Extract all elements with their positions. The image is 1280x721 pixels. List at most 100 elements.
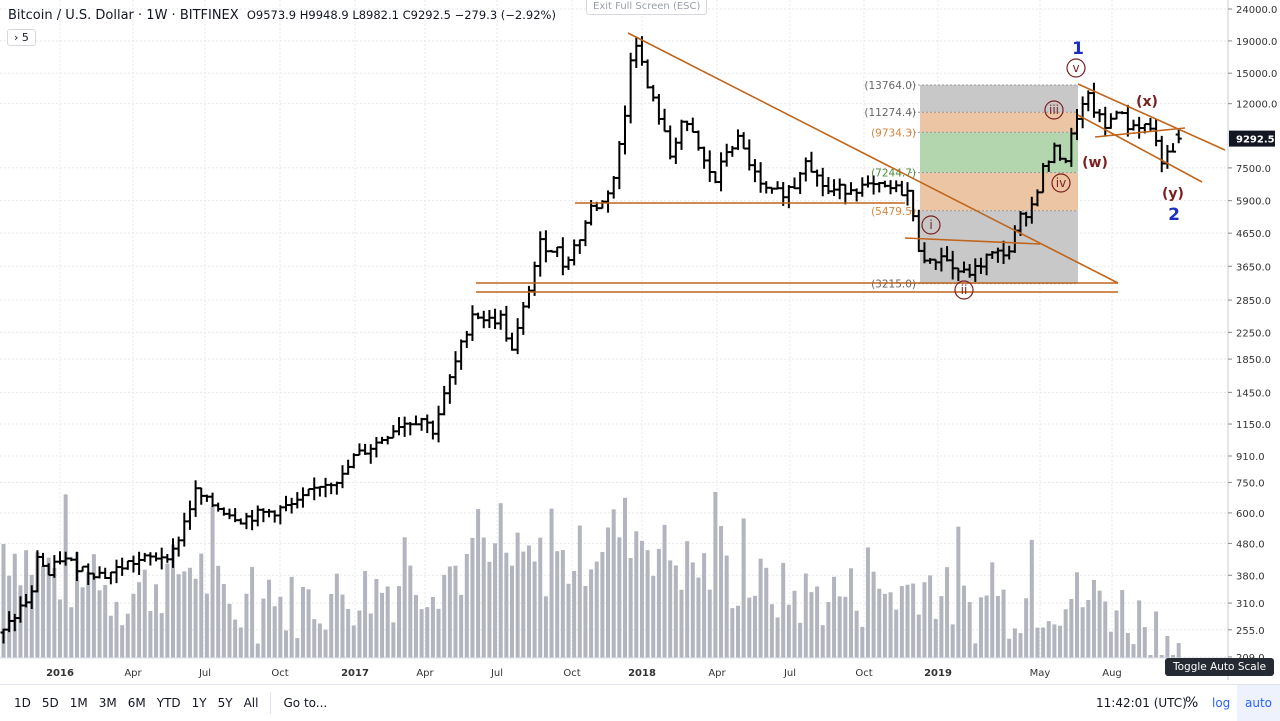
volume-bar [526,545,531,658]
volume-bar [233,619,238,658]
clock[interactable]: 11:42:01 (UTC) [1096,695,1187,710]
volume-bar [538,537,543,658]
log-scale-button[interactable]: log [1212,695,1231,710]
time-axis[interactable]: 2016 Apr Jul Oct 2017 Apr Jul Oct 2018 Apr Jul Oct 2… [46,668,1122,679]
volume-bar [317,623,322,658]
volume-bar [916,614,921,658]
volume-bar [289,576,294,658]
volume-bar [204,593,209,658]
range-ytd[interactable]: YTD [156,695,181,710]
volume-bar [425,607,430,658]
fib-level-label: (13764.0) [864,80,916,92]
volume-bar [566,583,571,658]
price-tick-label: 1850.0 [1236,355,1271,366]
volume-bar [820,625,825,658]
volume-bar [419,609,424,658]
volume-bar [803,573,808,658]
fib-level-label: (11274.4) [864,107,916,119]
volume-bar [673,565,678,658]
volume-bar [1154,611,1159,658]
volume-bar [549,508,554,658]
volume-bar [752,595,757,658]
volume-bar [639,540,644,658]
volume-bar [391,622,396,658]
volume-bar [978,597,983,658]
divider [270,691,272,714]
volume-bar [724,555,729,658]
volume-bar [120,625,125,658]
range-5d[interactable]: 5D [41,695,59,710]
volume-bar [35,552,40,658]
volume-bar [843,596,848,658]
price-axis[interactable]: 24000.0 19000.0 15000.0 12000.0 7500.0 5900.0… [1228,5,1277,664]
range-all[interactable]: All [243,695,259,710]
volume-bar [1097,590,1102,658]
volume-bar [114,601,119,658]
volume-bar [1001,589,1006,658]
volume-bar [560,550,565,658]
volume-bar [922,582,927,658]
wave-label-y: (y) [1162,186,1184,202]
volume-bar [702,553,707,658]
range-1d[interactable]: 1D [14,695,31,710]
volume-bar [865,547,870,658]
time-tick-label: Oct [271,668,288,679]
volume-bar [58,599,62,658]
volume-bar [1103,601,1108,658]
price-tick-label: 1450.0 [1236,388,1271,399]
auto-scale-button[interactable]: auto [1237,685,1280,721]
volume-bar [645,550,650,658]
volume-bar [323,629,328,658]
wave-label-two: 2 [1168,205,1180,225]
price-tick-label: 5900.0 [1236,197,1271,208]
trend-line [1077,83,1226,151]
range-5y[interactable]: 5Y [217,695,233,710]
range-1y[interactable]: 1Y [191,695,207,710]
volume-bar [193,578,198,658]
price-tick-label: 4650.0 [1236,229,1271,240]
trend-lines[interactable] [476,32,1226,293]
volume-bar [1137,600,1142,658]
low-value: L8982.1 [352,8,399,22]
range-1m[interactable]: 1M [69,695,88,710]
volume-bar [408,565,413,658]
trend-line [904,237,1041,245]
volume-bar [543,596,548,658]
volume-bar [221,583,226,658]
wave-label-i: i [929,218,932,232]
range-6m[interactable]: 6M [127,695,146,710]
trend-line [627,32,1119,284]
volume-bar [436,608,441,658]
volume-bar [148,611,153,658]
volume-bar [278,596,283,658]
volume-bar [685,541,690,658]
indicators-collapse-button[interactable]: › 5 [7,29,36,46]
goto-button[interactable]: Go to... [283,695,328,710]
volume-bar [142,569,147,658]
time-tick-label: 2016 [46,668,74,679]
volume-bar [125,613,130,658]
time-tick-label: Aug [1102,668,1122,679]
toggle-auto-scale-tooltip: Toggle Auto Scale [1165,658,1275,676]
volume-bar [690,562,695,658]
price-tick-label: 24000.0 [1236,5,1277,16]
volume-bar [210,506,215,658]
exit-fullscreen-button[interactable]: Exit Full Screen (ESC) [586,0,708,15]
volume-bar [312,619,317,658]
percent-scale-button[interactable]: % [1185,694,1199,711]
volume-bar [470,537,475,658]
volume-bar [176,574,181,658]
time-tick-label: Oct [855,668,872,679]
price-tick-label: 600.0 [1236,509,1265,520]
volume-bar [261,598,266,658]
time-tick-label: 2017 [341,668,369,679]
volume-bar [611,509,616,658]
range-3m[interactable]: 3M [98,695,117,710]
fib-zone [920,84,1078,113]
volume-bar [306,589,311,658]
volume-bar [103,584,108,658]
volume-bar [159,613,164,658]
last-price-marker [1229,130,1275,147]
price-chart[interactable]: (13764.0) (11274.4) (9734.3) (7244.7) (5479.… [0,0,1280,680]
